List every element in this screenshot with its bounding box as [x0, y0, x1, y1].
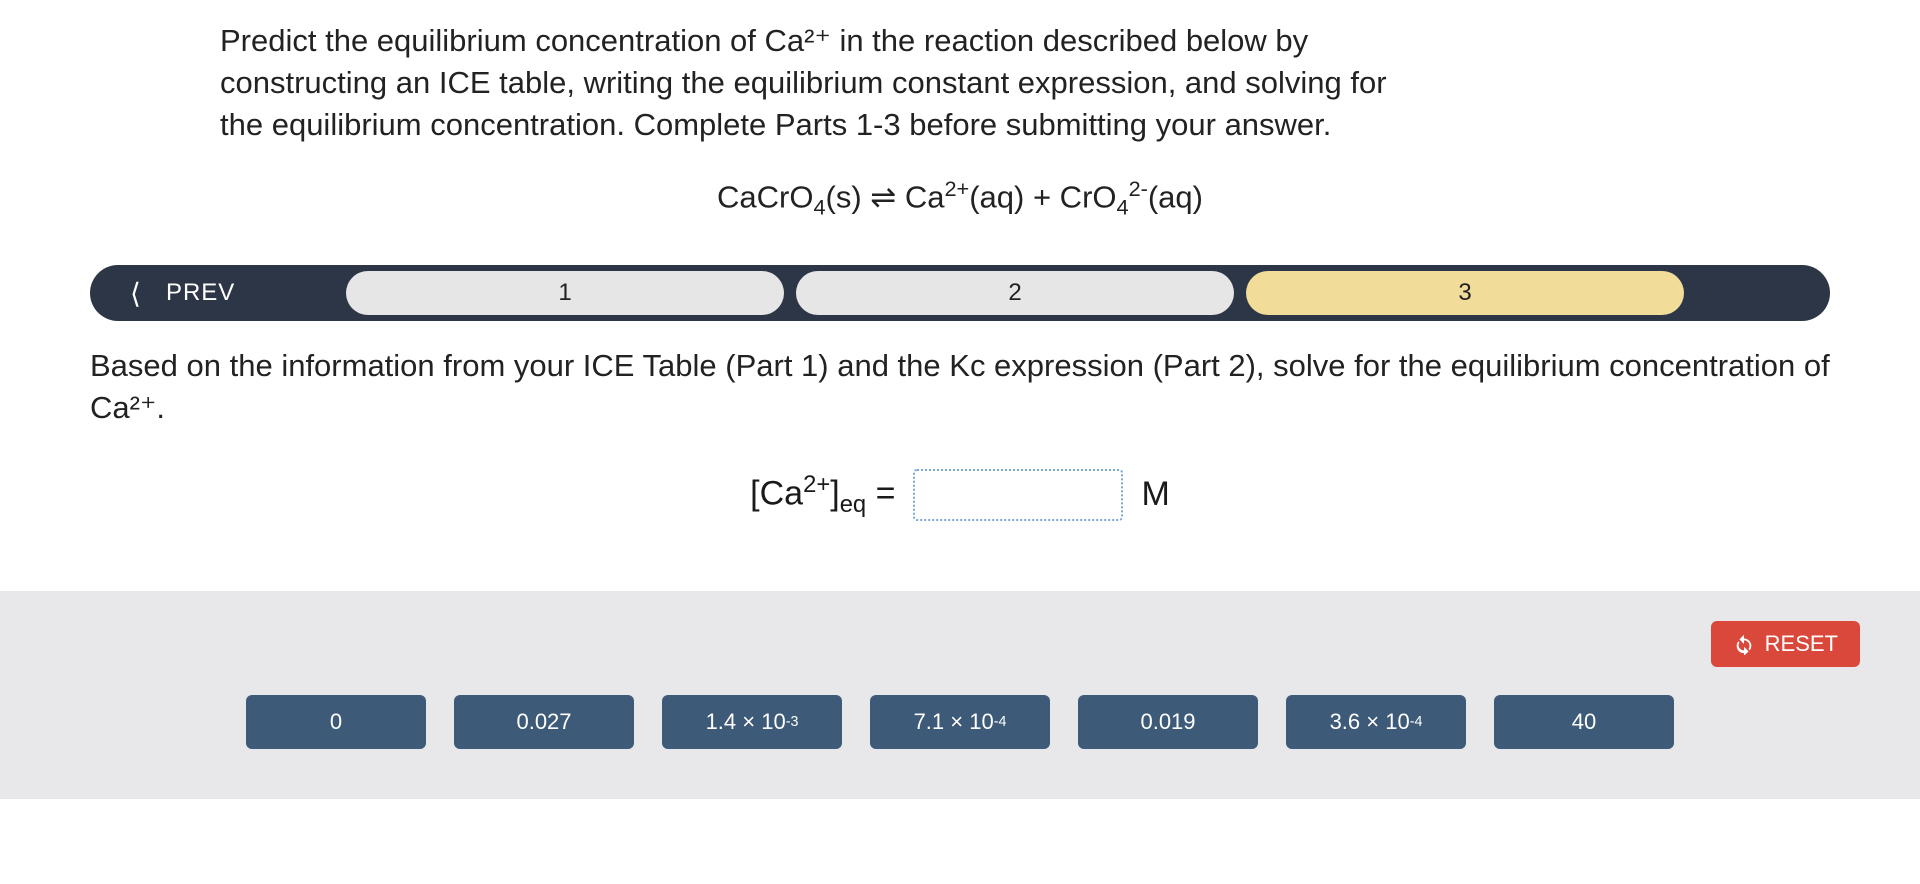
tile-option-3[interactable]: 7.1 × 10-4	[870, 695, 1050, 749]
step-tab-3[interactable]: 3	[1246, 271, 1684, 315]
prev-label: PREV	[166, 279, 235, 307]
answer-row: [Ca2+]eq = M	[90, 469, 1830, 521]
tiles-area: RESET 0 0.027 1.4 × 10-3 7.1 × 10-4 0.01…	[0, 591, 1920, 799]
tile-option-4[interactable]: 0.019	[1078, 695, 1258, 749]
tile-option-5[interactable]: 3.6 × 10-4	[1286, 695, 1466, 749]
answer-drop-target[interactable]	[913, 469, 1123, 521]
answer-label: [Ca2+]eq =	[750, 471, 895, 519]
step-navigation: ⟨ PREV 1 2 3	[90, 265, 1830, 321]
prev-button[interactable]: ⟨ PREV	[90, 277, 340, 310]
tile-option-2[interactable]: 1.4 × 10-3	[662, 695, 842, 749]
reset-button[interactable]: RESET	[1711, 621, 1860, 667]
reset-label: RESET	[1765, 631, 1838, 657]
chevron-left-icon: ⟨	[130, 277, 142, 310]
answer-tiles-row: 0 0.027 1.4 × 10-3 7.1 × 10-4 0.019 3.6 …	[60, 695, 1860, 749]
chemical-equation: CaCrO4(s) ⇌ Ca2+(aq) + CrO42-(aq)	[90, 176, 1830, 221]
reset-icon	[1733, 633, 1755, 655]
tile-option-6[interactable]: 40	[1494, 695, 1674, 749]
tile-option-0[interactable]: 0	[246, 695, 426, 749]
step-tab-2[interactable]: 2	[796, 271, 1234, 315]
question-text: Predict the equilibrium concentration of…	[220, 20, 1420, 146]
answer-unit: M	[1141, 475, 1169, 514]
step-tab-1[interactable]: 1	[346, 271, 784, 315]
tile-option-1[interactable]: 0.027	[454, 695, 634, 749]
part-instruction: Based on the information from your ICE T…	[90, 345, 1830, 429]
